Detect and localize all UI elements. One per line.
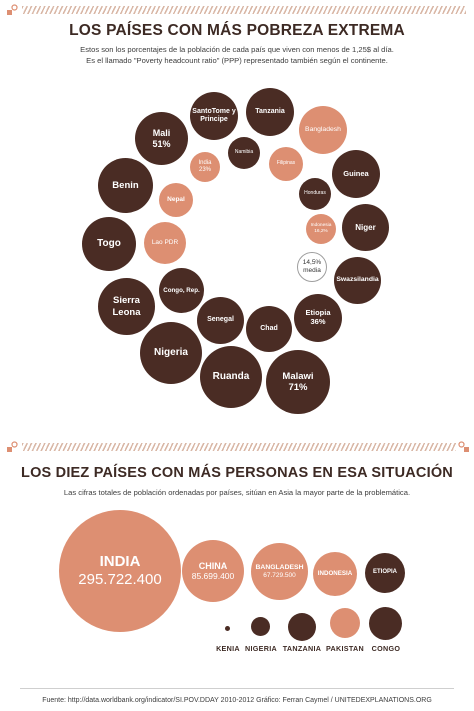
label-tanzania: TANZANIA [282,644,322,653]
bubble-tanzania: Tanzania [246,88,294,136]
bubble-congo-rep: Congo, Rep. [159,268,204,313]
bubble-top-etiopia: ETIOPIA [365,553,405,593]
section2-title: LOS DIEZ PAÍSES CON MÁS PERSONAS EN ESA … [21,465,453,481]
label-congo: CONGO [371,644,401,653]
bubble-swazsilandia: Swazsilandia [334,257,381,304]
section1-subtitle-2: Es el llamado "Poverty headcount ratio" … [86,56,388,65]
bubble-top-pakistan [330,608,360,638]
bubble-filipinas: Filipinas [269,147,303,181]
bubble-nepal: Nepal [159,183,193,217]
bubble-malawi: Malawi 71% [266,350,330,414]
bubble-namibia: Namibia [228,137,260,169]
hand-coin-icon [7,4,18,15]
hand-coin-icon [458,441,469,452]
bubble-santotome: SantoTome y Principe [190,92,238,140]
section1-title: LOS PAÍSES CON MÁS POBREZA EXTREMA [69,22,405,39]
bubble-senegal: Senegal [197,297,244,344]
hand-coin-icon [7,441,18,452]
bubble-indonesia-pct: Indonesia 16,2% [306,214,336,244]
bubble-chad: Chad [246,306,292,352]
section2-subtitle: Las cifras totales de población ordenada… [63,488,411,497]
bubble-bangladesh: Bangladesh [299,106,347,154]
bubble-lao-pdr: Lao PDR [144,222,186,264]
bubble-niger: Niger [342,204,389,251]
bubble-top-bangladesh: BANGLADESH 67.729.500 [251,543,308,600]
bubble-top-congo [369,607,402,640]
bubble-top-kenia [225,626,230,631]
bubble-nigeria: Nigeria [140,322,202,384]
footer-divider [20,688,454,689]
bubble-top-nigeria [251,617,270,636]
bubble-top-india: INDIA 295.722.400 [59,510,181,632]
bubble-guinea: Guinea [332,150,380,198]
bubble-etiopia-pct: Etiopia 36% [294,294,342,342]
section-divider-stripe [22,443,456,451]
label-kenia: KENIA [216,644,240,653]
bubble-ruanda: Ruanda [200,346,262,408]
bubble-togo: Togo [82,217,136,271]
label-nigeria: NIGERIA [244,644,278,653]
bubble-top-china: CHINA 85.699.400 [182,540,244,602]
footer-source: Fuente: http://data.worldbank.org/indica… [42,697,432,704]
bubble-honduras: Honduras [299,178,331,210]
bubble-sierra-leona: Sierra Leona [98,278,155,335]
bubble-mali: Mali 51% [135,112,188,165]
label-pakistan: PAKISTAN [325,644,365,653]
section1-subtitle-1: Estos son los porcentajes de la població… [80,45,394,54]
header-stripe [22,6,466,14]
bubble-top-tanzania [288,613,316,641]
bubble-top-indonesia: INDONESIA [313,552,357,596]
bubble-average: 14,5% media [297,252,327,282]
bubble-benin: Benin [98,158,153,213]
bubble-india-pct: India 23% [190,152,220,182]
